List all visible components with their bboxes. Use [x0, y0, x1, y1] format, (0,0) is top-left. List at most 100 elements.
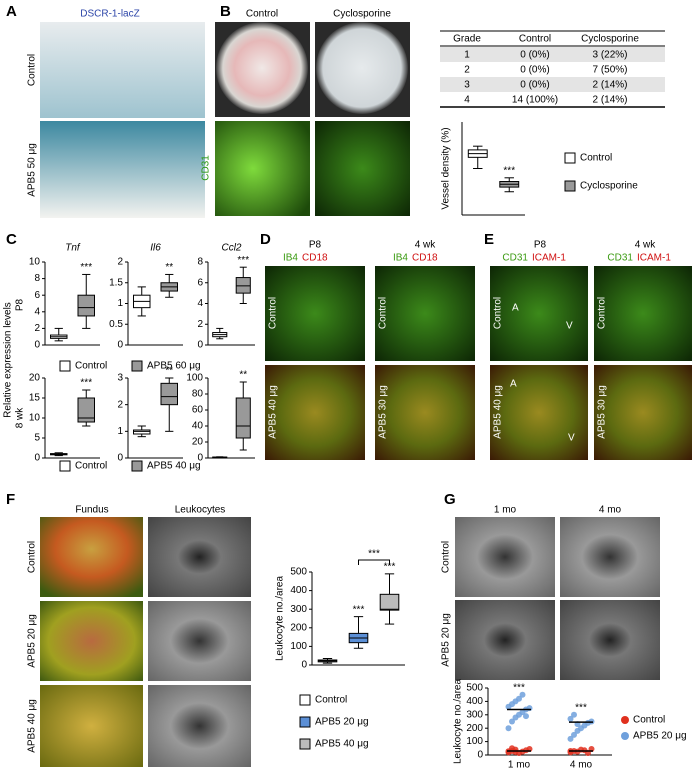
stain-label: ICAM-1: [532, 253, 566, 264]
legend-swatch: [59, 360, 71, 372]
panel-label: C: [6, 231, 17, 248]
y-tick-label: 0: [34, 453, 40, 464]
y-tick-label: 1.5: [109, 277, 123, 288]
row-label: APB5 20 μg: [27, 614, 38, 668]
axis-label: Relative expression levels: [3, 302, 14, 418]
box: [133, 429, 151, 435]
legend-label: Control: [75, 361, 107, 372]
x-tick-label: 4 mo: [570, 760, 593, 771]
photo: [375, 365, 475, 460]
significance: ***: [384, 562, 396, 573]
table-cell: 0 (0%): [520, 65, 549, 76]
vessel-mark: A: [510, 379, 517, 390]
panel-label: G: [444, 491, 456, 508]
vessel-mark: V: [566, 321, 573, 332]
axis-label: Leukocyte no./area: [453, 679, 464, 764]
y-tick-label: 2: [117, 257, 123, 268]
row-label: APB5 20 μg: [441, 613, 452, 667]
photo: [490, 365, 588, 460]
y-tick-label: 60: [192, 405, 204, 416]
significance: **: [165, 366, 173, 377]
panel-label: E: [484, 231, 494, 248]
column-label: 4 wk: [635, 240, 657, 251]
y-tick-label: 0: [34, 340, 40, 351]
data-point: [523, 713, 529, 720]
data-point: [526, 705, 533, 712]
photo: [594, 365, 692, 460]
table-cell: 0 (0%): [520, 50, 549, 61]
panel-label: B: [220, 3, 231, 20]
y-tick-label: 10: [29, 257, 41, 268]
data-point: [512, 749, 519, 756]
y-tick-label: 8: [197, 257, 203, 268]
photo: [316, 22, 408, 114]
y-tick-label: 100: [186, 373, 203, 384]
photo: [455, 517, 555, 597]
table-cell: 2 (14%): [592, 80, 627, 91]
axis-label: Leukocyte no./area: [275, 576, 286, 661]
photo: [40, 121, 205, 218]
box: [235, 277, 251, 294]
column-label: 1 mo: [494, 505, 517, 516]
box: [379, 593, 400, 611]
panel-title: DSCR-1-lacZ: [80, 9, 139, 20]
chart-title: Tnf: [65, 243, 81, 254]
vessel-mark: V: [568, 433, 575, 444]
chart-title: Ccl2: [221, 243, 241, 254]
row-label: APB5 40 μg: [493, 385, 504, 439]
y-tick-label: 0.5: [109, 319, 123, 330]
column-label: Cyclosporine: [333, 9, 391, 20]
y-tick-label: 10: [29, 413, 41, 424]
significance: ***: [503, 165, 515, 176]
row-label: APB5 50 μg: [27, 143, 38, 197]
row-label: Control: [597, 297, 608, 329]
data-point: [509, 745, 515, 752]
photo: [455, 600, 555, 680]
legend-swatch: [299, 716, 311, 728]
y-tick-label: 300: [290, 604, 307, 615]
box: [160, 382, 178, 406]
legend-swatch: [621, 716, 629, 724]
significance: ***: [80, 378, 92, 389]
column-label: 4 wk: [415, 240, 437, 251]
table-cell: 3 (22%): [592, 50, 627, 61]
y-tick-label: 400: [466, 696, 483, 707]
stain-label: CD18: [412, 253, 438, 264]
stain-label: CD18: [302, 253, 328, 264]
stain-label: CD31: [201, 155, 212, 181]
y-tick-label: 400: [290, 585, 307, 596]
y-tick-label: 100: [290, 641, 307, 652]
photo: [560, 600, 660, 680]
y-tick-label: 3: [117, 373, 123, 384]
y-tick-label: 4: [34, 306, 40, 317]
legend-label: APB5 40 μg: [315, 739, 369, 750]
legend-label: APB5 60 μg: [147, 361, 201, 372]
y-tick-label: 0: [117, 340, 123, 351]
photo: [216, 22, 308, 114]
column-label: P8: [309, 240, 322, 251]
box: [77, 294, 95, 317]
table-header: Control: [519, 34, 551, 45]
y-tick-label: 8: [34, 273, 40, 284]
column-label: P8: [534, 240, 547, 251]
photo: [265, 266, 365, 361]
legend-swatch: [299, 738, 311, 750]
significance: ***: [368, 549, 380, 560]
significance: **: [239, 370, 247, 381]
photo: [265, 365, 365, 460]
y-tick-label: 0: [197, 340, 203, 351]
photo: [560, 517, 660, 597]
data-point: [567, 735, 574, 742]
data-point: [516, 695, 522, 702]
significance: ***: [513, 682, 525, 693]
table-header: Grade: [453, 34, 481, 45]
legend-swatch: [564, 152, 576, 164]
photo: [148, 601, 251, 681]
data-point: [567, 715, 574, 722]
photo: [375, 266, 475, 361]
y-tick-label: 0: [477, 750, 483, 761]
legend-label: Control: [580, 153, 612, 164]
row-label: Control: [27, 541, 38, 573]
legend-label: Control: [75, 461, 107, 472]
